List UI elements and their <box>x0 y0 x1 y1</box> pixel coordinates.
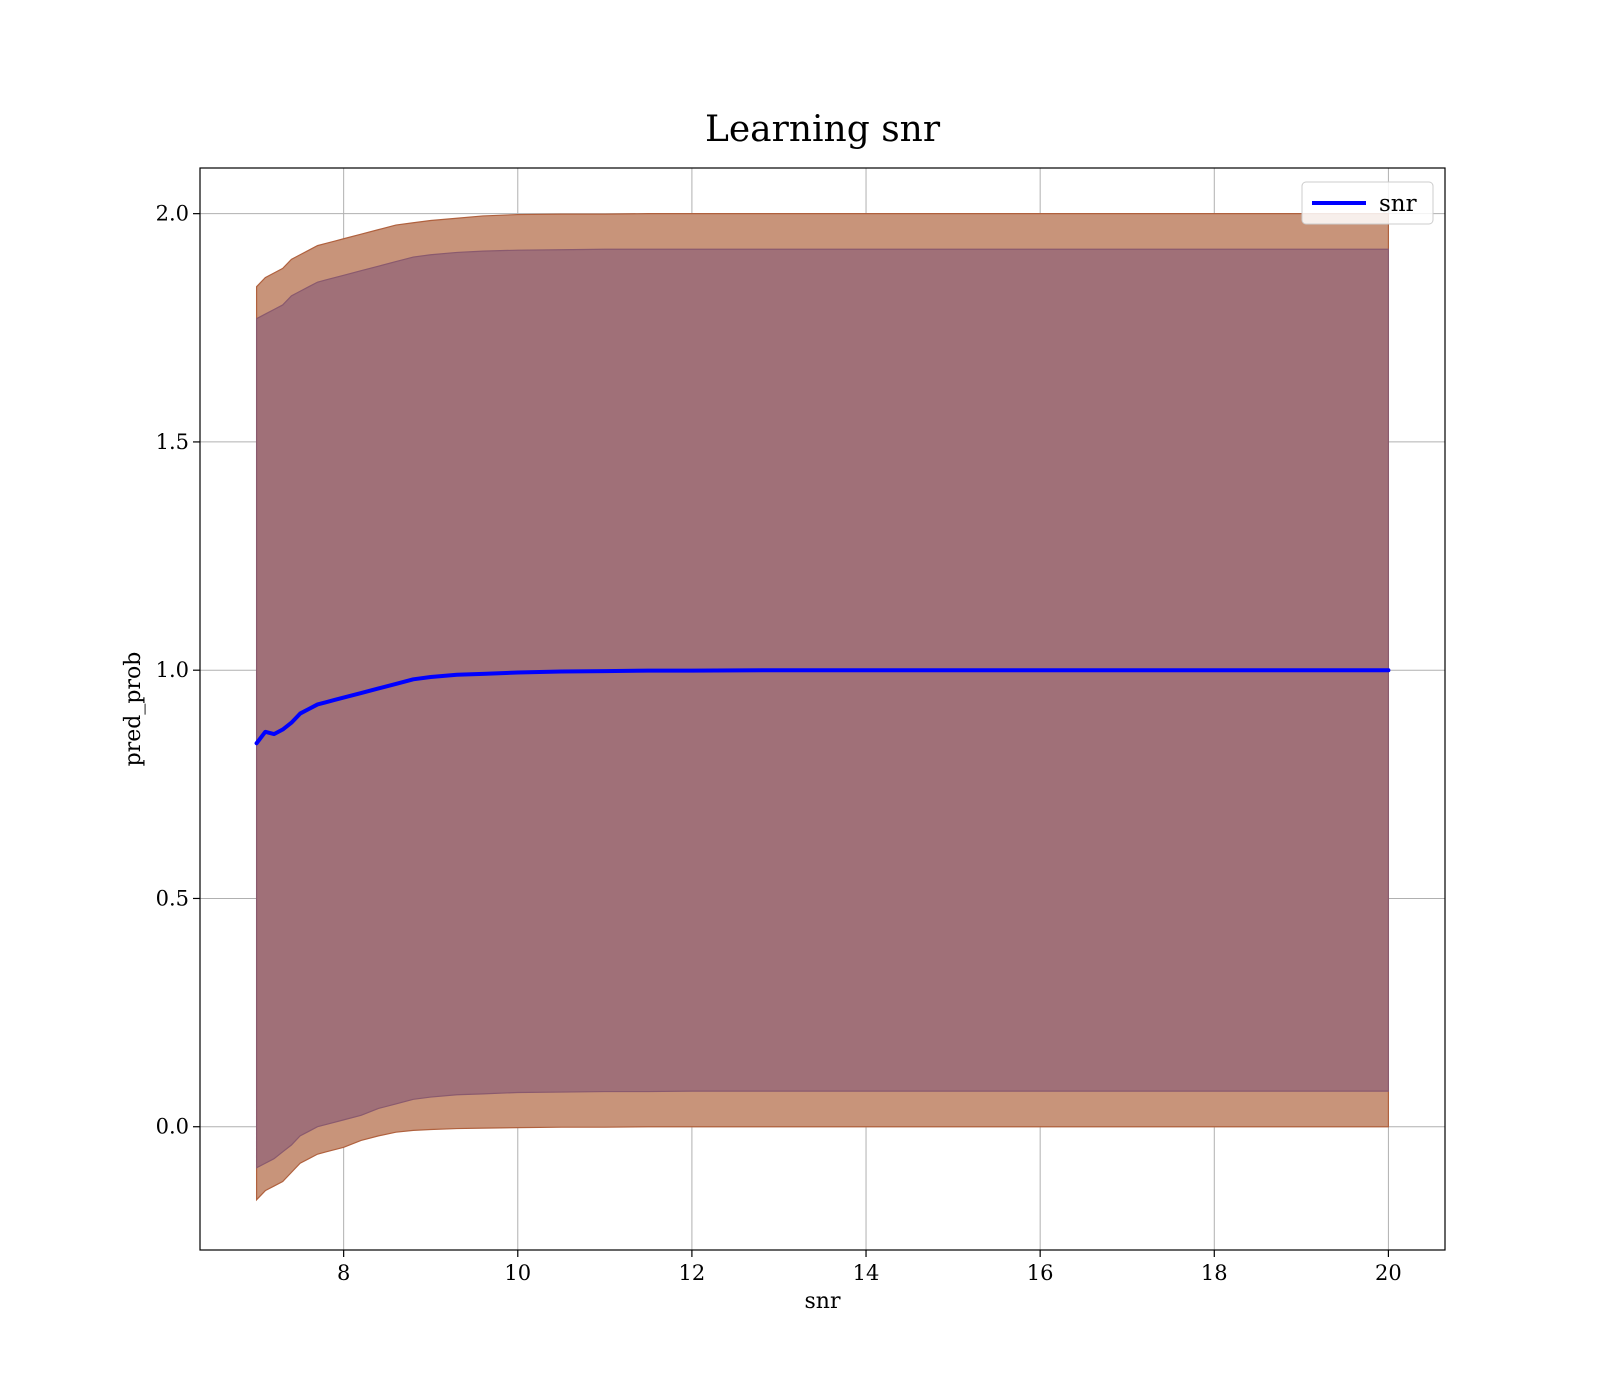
x-tick-label: 18 <box>1201 1261 1228 1285</box>
band-layer <box>255 213 1390 1202</box>
line-layer <box>254 668 1391 746</box>
x-tick-label: 8 <box>337 1261 350 1285</box>
legend: snr <box>1301 181 1434 225</box>
y-tick-label: 0.0 <box>156 1115 189 1139</box>
tick-layer: 8 10 12 14 16 18 20 0.0 0.5 1.0 1.5 2.0 <box>156 202 1402 1285</box>
y-tick-label: 2.0 <box>156 202 189 226</box>
x-axis-label: snr <box>805 1289 841 1314</box>
plot-area-frame <box>199 167 1446 1251</box>
legend-box <box>1301 181 1434 225</box>
legend-label-snr: snr <box>1379 191 1417 217</box>
x-tick-label: 16 <box>1027 1261 1054 1285</box>
series-line-snr <box>254 668 1391 746</box>
y-axis-label: pred_prob <box>121 652 146 767</box>
x-tick-label: 14 <box>853 1261 880 1285</box>
x-tick-label: 10 <box>504 1261 531 1285</box>
inner-confidence-band <box>255 248 1390 1169</box>
x-tick-label: 12 <box>679 1261 706 1285</box>
y-tick-label: 1.5 <box>156 430 189 454</box>
y-tick-label: 1.0 <box>156 658 189 682</box>
x-tick-label: 20 <box>1375 1261 1402 1285</box>
chart-title: Learning snr <box>705 109 941 150</box>
y-tick-label: 0.5 <box>156 886 189 910</box>
